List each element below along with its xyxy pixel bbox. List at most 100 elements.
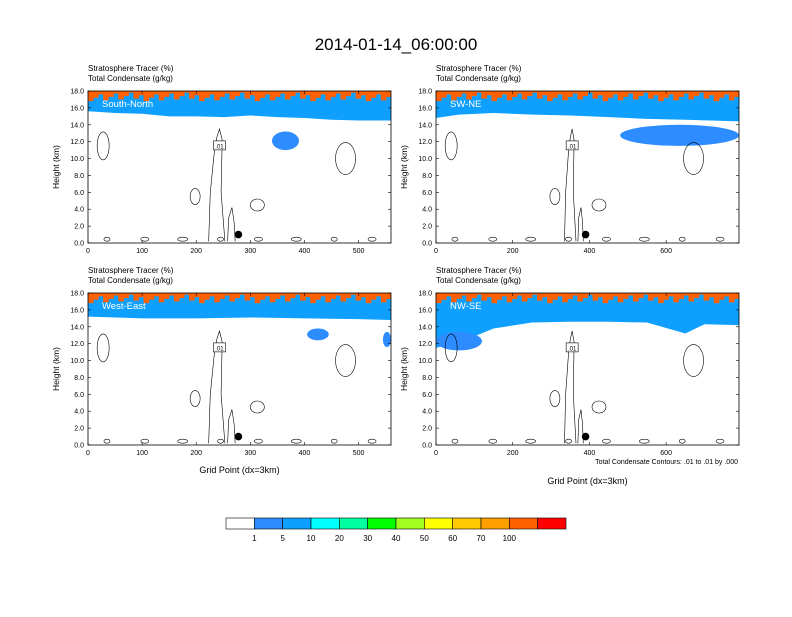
x-tick-label: 100 bbox=[136, 450, 148, 457]
tracer-streak bbox=[451, 91, 457, 101]
tracer-streak bbox=[531, 91, 538, 93]
y-tick-label: 14.0 bbox=[418, 324, 432, 331]
colorbar-swatch bbox=[424, 517, 453, 530]
y-tick-label: 4.0 bbox=[74, 207, 84, 214]
y-tick-label: 10.0 bbox=[70, 156, 84, 163]
condensate-contour-low bbox=[177, 438, 188, 444]
tracer-streak bbox=[441, 91, 447, 98]
condensate-contour-tower-small bbox=[577, 409, 584, 444]
tracer-streak bbox=[360, 293, 367, 298]
tracer-streak bbox=[163, 293, 170, 299]
tracer-streak bbox=[199, 91, 205, 102]
condensate-contour-low bbox=[254, 438, 263, 444]
tracer-streak bbox=[350, 293, 357, 295]
tracer-streak bbox=[577, 293, 583, 302]
condensate-contour-low bbox=[254, 236, 263, 242]
tracer-streak bbox=[648, 91, 654, 99]
tracer-patch-0 bbox=[307, 328, 329, 341]
tracer-streak bbox=[178, 293, 185, 299]
y-tick-label: 18.0 bbox=[418, 291, 432, 298]
tracer-streak bbox=[547, 91, 553, 102]
tracer-streak bbox=[209, 91, 215, 95]
tracer-streak bbox=[310, 91, 316, 102]
condensate-contour-low bbox=[565, 438, 572, 444]
colorbar-label: 1 bbox=[252, 534, 257, 543]
tracer-streak bbox=[622, 91, 629, 97]
colorbar-label: 10 bbox=[307, 534, 316, 543]
tracer-streak bbox=[612, 91, 619, 95]
tracer-streak bbox=[244, 91, 251, 99]
tracer-streak bbox=[461, 91, 467, 94]
tracer-streak bbox=[98, 91, 104, 95]
tracer-streak bbox=[365, 91, 372, 102]
tracer-streak bbox=[88, 293, 94, 304]
condensate-contour-low bbox=[451, 438, 459, 444]
tracer-streak bbox=[456, 293, 462, 299]
x-tick-label: 200 bbox=[190, 248, 202, 255]
tracer-streak bbox=[713, 293, 720, 304]
tracer-streak bbox=[531, 293, 538, 295]
condensate-contour-cell bbox=[591, 400, 607, 414]
y-tick-label: 0.0 bbox=[422, 241, 432, 248]
y-tick-label: 16.0 bbox=[418, 105, 432, 112]
tracer-streak bbox=[118, 293, 124, 302]
tracer-streak bbox=[622, 293, 629, 299]
tracer-streak bbox=[315, 293, 321, 300]
tracer-streak bbox=[183, 91, 190, 93]
tracer-streak bbox=[466, 91, 472, 100]
tracer-streak bbox=[103, 293, 109, 303]
tracer-streak bbox=[658, 293, 664, 304]
tracer-streak bbox=[562, 293, 568, 303]
tracer-streak bbox=[214, 293, 220, 303]
location-marker bbox=[581, 432, 590, 441]
y-tick-label: 10.0 bbox=[70, 358, 84, 365]
tracer-streak bbox=[542, 293, 548, 298]
tracer-streak bbox=[698, 91, 705, 93]
tracer-streak bbox=[446, 293, 452, 297]
tracer-streak bbox=[143, 91, 150, 102]
tracer-streak bbox=[345, 91, 352, 97]
tracer-streak bbox=[663, 91, 669, 98]
condensate-contour-cell bbox=[96, 333, 110, 363]
tracer-streak bbox=[274, 91, 281, 97]
colorbar-label: 5 bbox=[280, 534, 285, 543]
condensate-contour-low bbox=[177, 236, 188, 242]
x-tick-label: 300 bbox=[244, 248, 256, 255]
contour-label-box bbox=[213, 140, 226, 151]
figure-title: 2014-01-14_06:00:00 bbox=[315, 35, 478, 54]
tracer-streak bbox=[683, 91, 689, 94]
tracer-streak bbox=[537, 293, 543, 301]
tracer-streak bbox=[698, 293, 705, 295]
tracer-streak bbox=[194, 293, 200, 298]
tracer-streak bbox=[456, 91, 462, 97]
tracer-streak bbox=[239, 91, 246, 93]
tracer-streak bbox=[249, 91, 256, 96]
y-tick-label: 2.0 bbox=[422, 224, 432, 231]
tracer-streak bbox=[290, 91, 296, 97]
tracer-streak bbox=[284, 91, 291, 100]
tracer-streak bbox=[385, 293, 391, 299]
tracer-streak bbox=[567, 293, 573, 299]
y-tick-label: 4.0 bbox=[422, 207, 432, 214]
tracer-streak bbox=[173, 293, 180, 302]
tracer-patch-1 bbox=[382, 331, 391, 348]
tracer-streak bbox=[254, 293, 261, 304]
tracer-streak bbox=[521, 91, 528, 100]
contour-label: .01 bbox=[568, 144, 577, 150]
tracer-streak bbox=[653, 91, 659, 96]
tracer-streak bbox=[632, 91, 639, 100]
tracer-streak bbox=[678, 293, 684, 299]
tracer-streak bbox=[572, 91, 578, 94]
y-tick-label: 8.0 bbox=[74, 375, 84, 382]
tracer-streak bbox=[133, 91, 139, 99]
tracer-streak bbox=[587, 91, 594, 93]
tracer-streak bbox=[602, 91, 609, 102]
tracer-streak bbox=[350, 91, 357, 93]
tracer-streak bbox=[365, 293, 372, 304]
field-label: Total Condensate (g/kg) bbox=[88, 276, 173, 285]
tracer-streak bbox=[597, 91, 604, 96]
tracer-streak bbox=[148, 293, 155, 300]
condensate-contour-low bbox=[103, 236, 111, 242]
tracer-streak bbox=[279, 91, 286, 94]
